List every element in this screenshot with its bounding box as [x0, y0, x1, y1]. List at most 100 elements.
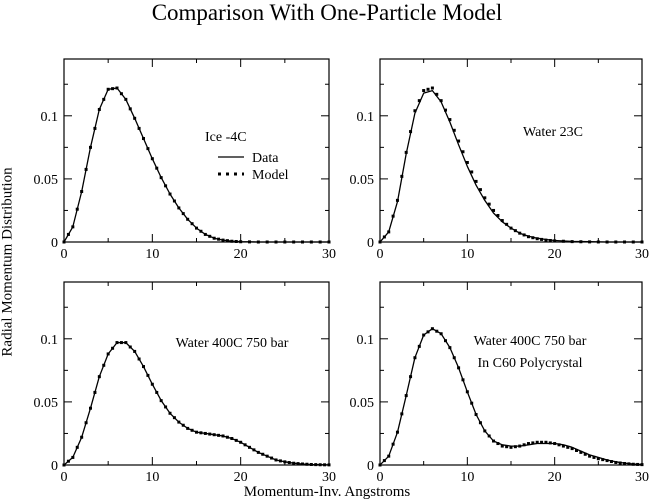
model-point	[239, 440, 243, 444]
model-point	[492, 208, 496, 212]
y-tick-label: 0	[51, 236, 58, 251]
x-tick-label: 0	[377, 247, 384, 262]
model-point	[283, 460, 287, 464]
model-point	[395, 430, 399, 434]
model-point	[596, 457, 600, 461]
model-point	[270, 456, 274, 460]
model-point	[492, 439, 496, 443]
model-point	[309, 240, 313, 244]
model-point	[142, 365, 145, 369]
model-point	[84, 421, 88, 425]
model-point	[274, 240, 278, 244]
legend-title: Ice -4C	[205, 130, 247, 145]
model-point	[413, 356, 417, 360]
x-tick-label: 30	[322, 247, 336, 262]
model-point	[164, 405, 168, 409]
model-point	[133, 349, 137, 353]
model-point	[93, 390, 97, 394]
model-point	[119, 92, 123, 96]
model-point	[283, 240, 287, 244]
model-point	[614, 240, 618, 244]
model-point	[605, 240, 609, 244]
model-point	[631, 240, 635, 244]
model-point	[579, 450, 583, 454]
model-point	[314, 463, 318, 467]
model-point	[124, 341, 128, 345]
model-point	[391, 214, 395, 218]
model-point	[618, 461, 622, 465]
model-point	[391, 442, 395, 446]
x-tick-label: 10	[460, 470, 474, 485]
model-point	[452, 128, 456, 132]
model-point	[106, 87, 110, 91]
model-point	[234, 239, 238, 243]
model-point	[133, 116, 137, 120]
model-point	[305, 462, 309, 466]
model-point	[278, 459, 282, 463]
model-point	[256, 240, 260, 244]
model-point	[323, 463, 327, 467]
model-point	[409, 130, 413, 134]
model-point	[80, 190, 84, 194]
model-point	[505, 445, 509, 449]
model-point	[150, 382, 154, 386]
model-point	[522, 233, 526, 237]
model-point	[623, 240, 627, 244]
model-point	[382, 459, 386, 463]
model-point	[190, 222, 194, 226]
model-point	[66, 459, 70, 463]
model-point	[137, 357, 141, 361]
model-point	[93, 126, 97, 130]
model-point	[640, 463, 644, 467]
model-point	[496, 442, 500, 446]
model-point	[413, 109, 417, 113]
model-point	[544, 440, 548, 444]
model-point	[292, 240, 296, 244]
model-point	[627, 462, 631, 466]
model-point	[553, 239, 557, 243]
y-tick-label: 0.1	[357, 110, 375, 125]
model-point	[623, 461, 627, 465]
x-tick-label: 10	[460, 247, 474, 262]
model-point	[287, 461, 291, 465]
model-point	[548, 441, 552, 445]
model-point	[430, 86, 434, 90]
model-point	[137, 126, 141, 130]
y-tick-label: 0.1	[41, 333, 59, 348]
model-point	[395, 198, 399, 202]
model-point	[80, 435, 84, 439]
y-tick-label: 0.1	[41, 110, 59, 125]
model-point	[404, 394, 408, 398]
model-point	[483, 429, 487, 433]
model-point	[221, 434, 225, 438]
x-tick-label: 20	[548, 470, 562, 485]
model-point	[470, 170, 474, 174]
model-point	[115, 86, 119, 90]
model-point	[301, 240, 304, 244]
x-tick-label: 0	[61, 247, 68, 262]
model-point	[609, 460, 613, 464]
model-point	[430, 327, 434, 331]
x-tick-label: 20	[234, 470, 248, 485]
model-point	[596, 240, 600, 244]
model-point	[172, 199, 176, 203]
panel-annotation: Water 23C	[523, 125, 583, 140]
model-point	[248, 445, 251, 449]
model-point	[509, 226, 513, 230]
model-point	[203, 232, 207, 236]
model-point	[309, 462, 313, 466]
y-tick-label: 0	[51, 459, 58, 474]
model-point	[186, 217, 190, 221]
model-point	[640, 240, 644, 244]
model-point	[199, 229, 203, 233]
model-point	[71, 455, 75, 459]
x-tick-label: 0	[61, 470, 68, 485]
model-point	[208, 234, 212, 238]
model-point	[465, 390, 469, 394]
model-point	[570, 447, 574, 451]
model-point	[119, 341, 123, 345]
model-point	[496, 213, 500, 217]
x-tick-label: 10	[145, 247, 159, 262]
model-point	[448, 346, 452, 350]
model-point	[115, 341, 119, 345]
